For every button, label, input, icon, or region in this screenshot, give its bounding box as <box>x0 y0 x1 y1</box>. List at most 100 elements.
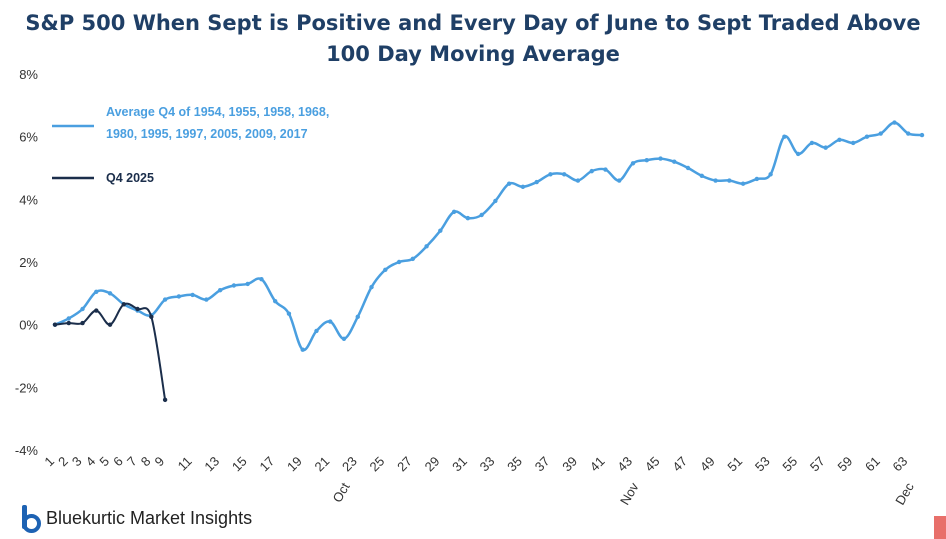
data-point <box>94 289 99 294</box>
month-label-oct: Oct <box>329 480 352 505</box>
x-tick-label: 29 <box>422 454 443 475</box>
brand-name: Bluekurtic Market Insights <box>46 507 253 528</box>
chart-title-line-2: 100 Day Moving Average <box>326 42 620 66</box>
x-tick-label: 63 <box>890 454 911 475</box>
data-point <box>149 314 154 320</box>
x-tick-label: 59 <box>834 454 855 475</box>
legend-label: Average Q4 of 1954, 1955, 1958, 1968, <box>106 105 329 119</box>
data-point <box>520 184 526 189</box>
data-point <box>644 157 649 163</box>
series-line-average <box>54 121 923 352</box>
data-point <box>162 397 168 403</box>
y-tick-label: -4% <box>15 443 39 458</box>
data-point <box>727 178 732 183</box>
series-layer <box>52 120 925 403</box>
data-point <box>80 320 85 326</box>
data-point <box>328 319 333 324</box>
y-tick-label: 0% <box>19 318 38 333</box>
data-point <box>121 302 127 307</box>
data-point <box>80 306 85 312</box>
data-point <box>699 173 705 179</box>
data-point <box>809 140 815 146</box>
legend-label: 1980, 1995, 1997, 2005, 2009, 2017 <box>106 127 308 141</box>
data-point <box>534 179 539 185</box>
x-tick-label: 3 <box>69 454 85 470</box>
data-point <box>190 292 195 298</box>
x-tick-label: 61 <box>862 454 883 475</box>
data-point <box>672 159 677 164</box>
data-point <box>231 283 237 288</box>
x-tick-label: 51 <box>724 454 745 475</box>
data-point <box>892 120 897 125</box>
data-point <box>66 320 71 326</box>
data-point <box>300 347 305 352</box>
x-tick-label: 21 <box>312 454 333 475</box>
y-tick-label: 2% <box>19 255 38 270</box>
x-tick-label: 23 <box>339 454 360 475</box>
y-tick-label: 6% <box>19 130 38 145</box>
x-tick-label: 17 <box>256 454 277 475</box>
data-point <box>396 259 402 265</box>
bluekurtic-b-logo-icon <box>20 505 41 533</box>
x-tick-label: 27 <box>394 454 415 475</box>
data-point <box>850 140 856 146</box>
data-point <box>906 131 911 136</box>
data-point <box>617 178 622 183</box>
x-tick-label: 6 <box>110 454 126 470</box>
x-tick-label: 31 <box>449 454 470 475</box>
data-point <box>176 294 182 299</box>
data-point <box>782 134 787 139</box>
data-point <box>548 172 553 177</box>
data-point <box>795 151 801 157</box>
x-tick-label: 25 <box>367 454 388 475</box>
y-tick-label: 4% <box>19 192 38 207</box>
legend-label: Q4 2025 <box>106 171 154 185</box>
brand: Bluekurtic Market Insights <box>20 505 253 533</box>
month-labels: Oct Nov Dec <box>329 480 917 508</box>
data-point <box>603 167 608 172</box>
data-point <box>286 311 292 316</box>
x-tick-label: 33 <box>477 454 498 475</box>
y-tick-label: 8% <box>19 67 38 82</box>
data-point <box>204 297 209 302</box>
data-point <box>341 336 347 341</box>
x-tick-label: 57 <box>807 454 828 475</box>
data-point <box>410 256 416 262</box>
x-tick-label: 19 <box>284 454 305 475</box>
data-point <box>66 316 71 321</box>
chart-title: S&P 500 When Sept is Positive and Every … <box>0 8 946 70</box>
x-tick-label: 43 <box>614 454 635 475</box>
data-point <box>369 284 374 290</box>
x-tick-label: 55 <box>779 454 800 475</box>
x-tick-label: 2 <box>55 454 71 470</box>
chart-title-line-1: S&P 500 When Sept is Positive and Every … <box>25 11 921 35</box>
y-tick-label: -2% <box>15 380 39 395</box>
data-point <box>451 209 457 215</box>
x-tick-label: 37 <box>532 454 553 475</box>
x-tick-label: 39 <box>559 454 580 475</box>
x-tick-label: 41 <box>587 454 608 475</box>
x-tick-label: 5 <box>96 454 112 470</box>
x-tick-label: 8 <box>138 454 154 470</box>
corner-mark <box>934 516 946 539</box>
data-point <box>383 267 388 273</box>
x-tick-label: 13 <box>201 454 222 475</box>
data-point <box>589 168 594 174</box>
data-point <box>768 172 773 177</box>
data-point <box>465 215 471 221</box>
data-point <box>162 297 168 302</box>
data-point <box>479 212 484 218</box>
legend: Average Q4 of 1954, 1955, 1958, 1968, 198… <box>52 105 329 185</box>
x-tick-label: 45 <box>642 454 663 475</box>
x-tick-label: 49 <box>697 454 718 475</box>
data-point <box>685 165 691 171</box>
x-tick-label: 11 <box>175 454 195 474</box>
data-point <box>823 145 828 150</box>
data-point <box>493 198 498 204</box>
x-tick-label: 4 <box>83 454 99 470</box>
data-point <box>630 161 636 166</box>
data-point <box>107 322 113 327</box>
x-tick-label: 15 <box>229 454 250 475</box>
